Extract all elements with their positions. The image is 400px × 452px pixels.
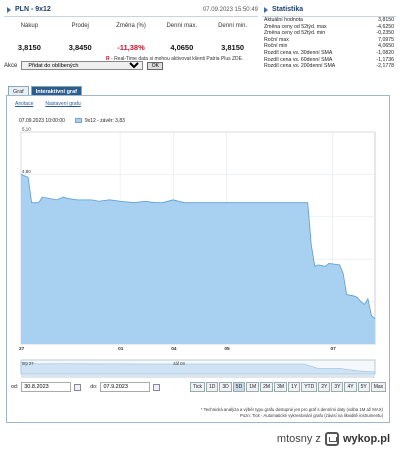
stat-row: Rozdíl cena vs. 60denní SMA -1,1736	[264, 56, 394, 63]
bid-column: Nákup 3,8150	[17, 23, 41, 52]
action-go-button[interactable]: OK	[147, 61, 164, 70]
wykop-logo-icon	[324, 432, 339, 446]
tab-graf[interactable]: Graf	[8, 86, 29, 97]
x-tick-label: 07	[331, 346, 337, 352]
period-5y-button[interactable]: 5Y	[357, 382, 370, 392]
from-label: od:	[11, 384, 19, 390]
stat-row: Změna ceny od 52týd. max -4,6250	[264, 23, 394, 30]
price-chart[interactable]: 5,104,804,504,203,903,602701040507	[7, 124, 389, 356]
calendar-icon[interactable]	[74, 383, 82, 391]
chart-links: Anotace Nastavení grafu	[15, 101, 81, 107]
watermark-brand: wykop.pl	[342, 433, 390, 445]
annotations-link[interactable]: Anotace	[15, 101, 34, 107]
period-1d-button[interactable]: 1D	[205, 382, 219, 392]
statistics-title: Statistika	[272, 6, 304, 13]
quote-header: PLN - 9x12 07.09.2023 15:50:49	[4, 3, 258, 17]
stat-row: Roční min 4,0650	[264, 43, 394, 50]
legend-date: 07.09.2023 10:00:00	[19, 118, 65, 124]
x-tick-label: 05	[224, 346, 230, 352]
tab-interactive-graf[interactable]: Interaktivní graf	[30, 86, 82, 97]
realtime-note: R - Real-Time data si mohou aktivovat kl…	[106, 56, 244, 62]
series-area	[21, 174, 375, 344]
collapse-arrow-icon[interactable]	[264, 6, 268, 13]
x-tick-label: 27	[19, 346, 25, 352]
period-5d-button[interactable]: 5D	[232, 382, 246, 392]
legend-series: 9x12 - závěr: 3,83	[74, 118, 125, 124]
statistics-header: Statistika	[262, 3, 396, 17]
navigator-series	[20, 361, 376, 375]
period-1m-button[interactable]: 1M	[246, 382, 260, 392]
period-3m-button[interactable]: 3M	[274, 382, 288, 392]
chart-tabs: Graf Interaktivní graf	[8, 86, 82, 97]
watermark-user: mtosny z	[276, 433, 321, 445]
instrument-title: PLN - 9x12	[15, 6, 51, 13]
chart-notes: * Technická analýza a výběr typu grafu d…	[200, 407, 383, 418]
action-select[interactable]: Přidat do oblíbených	[21, 61, 144, 70]
series-line	[20, 174, 376, 319]
period-3y-button[interactable]: 3Y	[331, 382, 344, 392]
navigator-label: srp 27	[22, 361, 34, 366]
quote-timestamp: 07.09.2023 15:50:49	[202, 6, 258, 13]
y-tick-label: 5,10	[22, 127, 31, 132]
period-ytd-button[interactable]: YTD	[301, 382, 318, 392]
stat-row: Rozdíl cena vs. 200denní SMA -2,1778	[264, 63, 394, 70]
navigator-label: zář 04	[173, 361, 185, 366]
x-tick-label: 01	[118, 346, 124, 352]
chart-settings-link[interactable]: Nastavení grafu	[45, 101, 81, 107]
date-range-controls: od: do:	[11, 382, 166, 392]
calendar-icon[interactable]	[153, 383, 161, 391]
day-high-column: Denní max. 4,0650	[166, 23, 198, 52]
period-tick-button[interactable]: Tick	[190, 382, 205, 392]
period-4y-button[interactable]: 4Y	[344, 382, 357, 392]
ask-column: Prodej 3,8450	[68, 23, 92, 52]
x-tick-label: 04	[171, 346, 177, 352]
to-label: do:	[90, 384, 98, 390]
series-swatch-icon	[74, 118, 82, 124]
period-buttons: Tick 1D 3D 5D 1M 2M 3M 1Y YTD 2Y 3Y 4Y 5Y Max	[190, 382, 387, 392]
stat-row: Aktuální hodnota 3,8150	[264, 17, 394, 23]
statistics-panel: Statistika Aktuální hodnota 3,8150 Změna …	[262, 3, 396, 70]
y-tick-label: 4,80	[22, 169, 31, 174]
stat-row: Rozdíl cena vs. 30denní SMA -1,0820	[264, 49, 394, 56]
to-date-input[interactable]	[100, 382, 151, 392]
from-date-input[interactable]	[21, 382, 72, 392]
period-1y-button[interactable]: 1Y	[288, 382, 301, 392]
stat-row: Roční max 7,0975	[264, 36, 394, 43]
period-2m-button[interactable]: 2M	[260, 382, 274, 392]
quote-columns: Nákup 3,8150 Prodej 3,8450 Změna (%) -11,38…	[4, 23, 258, 52]
day-low-column: Denní min. 3,8150	[218, 23, 248, 52]
action-label: Akce	[4, 62, 18, 69]
navigator-scrollbar	[21, 375, 375, 378]
period-3d-button[interactable]: 3D	[219, 382, 232, 392]
period-2y-button[interactable]: 2Y	[318, 382, 331, 392]
change-column: Změna (%) -11,38%	[116, 23, 146, 52]
chart-navigator[interactable]: srp 27 zář 04	[7, 358, 389, 378]
quote-panel: PLN - 9x12 07.09.2023 15:50:49 Nákup 3,81…	[4, 3, 258, 52]
chart-legend: 07.09.2023 10:00:00 9x12 - závěr: 3,83	[19, 118, 125, 124]
chart-frame: Anotace Nastavení grafu 07.09.2023 10:00…	[6, 95, 390, 423]
period-max-button[interactable]: Max	[370, 382, 387, 392]
action-bar: Akce Přidat do oblíbených OK	[4, 61, 164, 70]
collapse-arrow-icon[interactable]	[7, 6, 11, 13]
watermark: mtosny z wykop.pl	[277, 432, 390, 446]
stat-row: Změna ceny od 52týd. min -0,2350	[264, 30, 394, 37]
